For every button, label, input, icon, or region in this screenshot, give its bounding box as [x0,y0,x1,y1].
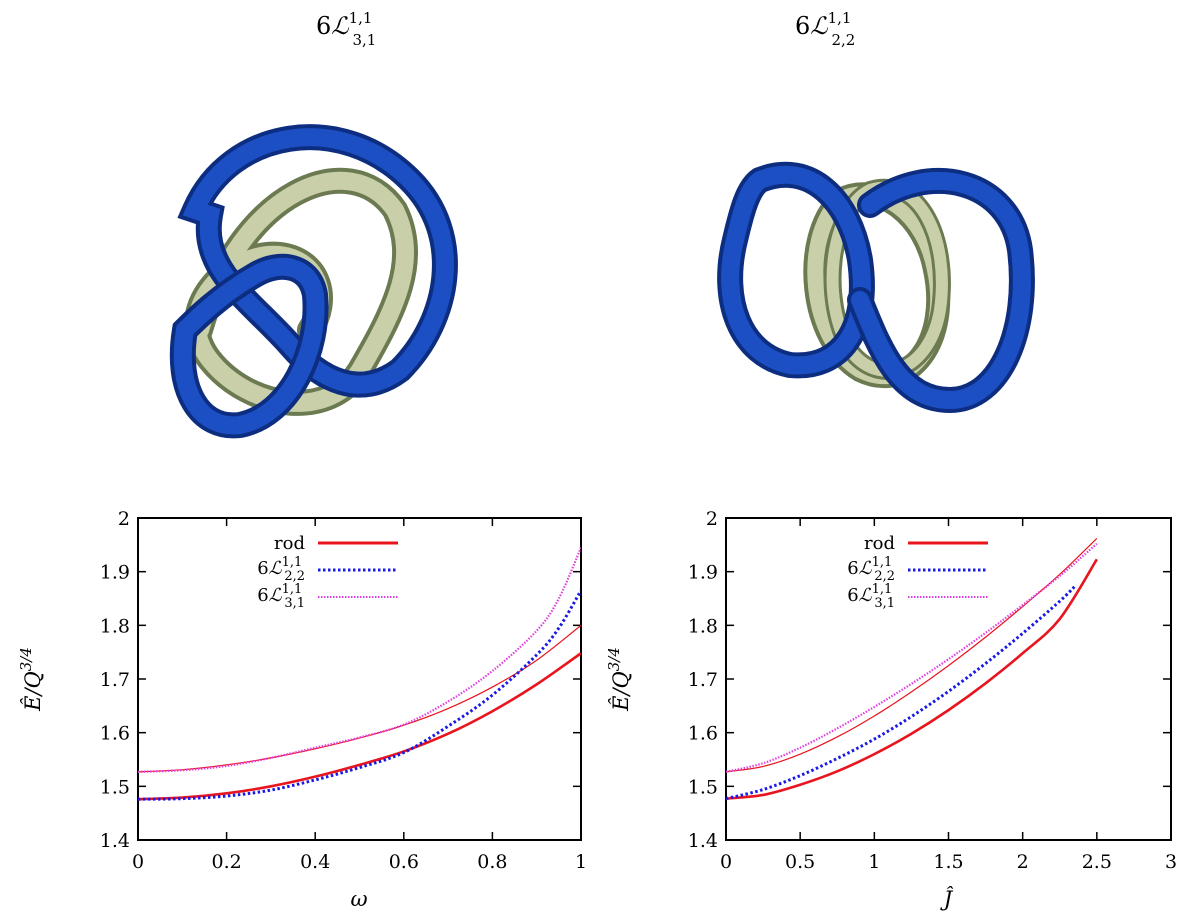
plot-right-frame [725,517,1172,841]
y-tick-label: 1.5 [688,776,718,798]
legend-right-l22-label: 6ℒ1,1 2,2 [847,555,895,584]
y-tick-label: 1.8 [688,615,718,637]
x-tick-label: 1 [868,851,880,873]
x-tick-label: 1 [575,851,587,873]
plot-left-ylabel: Ê/Q3/4 [17,647,45,712]
y-tick-label: 1.9 [688,562,718,584]
plot-right-xlabel: Ĵ [940,886,954,911]
plot-left-ticks: 0 0.2 0.4 0.6 0.8 1 1.4 1.5 1.6 1.7 1.8 1.9 2 [100,508,587,873]
y-tick-label: 1.5 [100,776,130,798]
x-tick-label: 0.4 [300,851,330,873]
plot-right-ylabel: Ê/Q3/4 [605,647,633,712]
plot-right-legend: rod 6ℒ1,1 2,2 6ℒ1,1 3,1 [847,533,988,611]
plot-left-frame [137,517,582,841]
series-line-rod-thin [726,537,1098,773]
legend-right-rod-label: rod [864,533,895,554]
x-tick-label: 0.2 [211,851,241,873]
plot-right: 0 0.5 1 1.5 2 2.5 3 1.4 1.5 1.6 1.7 1.8 1.9 2 Ĵ Ê/Q3/… [605,508,1177,911]
x-tick-label: 3 [1165,851,1177,873]
x-tick-label: 1.5 [933,851,963,873]
y-tick-label: 1.4 [100,830,130,852]
series-line-6L31-dotted [726,542,1098,773]
y-tick-label: 1.6 [100,723,130,745]
knot-image-right [717,161,1035,414]
y-tick-label: 1.7 [688,669,718,691]
y-tick-label: 1.8 [100,615,130,637]
y-tick-label: 2 [706,508,718,530]
legend-left-l31-label: 6ℒ1,1 3,1 [257,582,305,611]
x-tick-label: 0.5 [785,851,815,873]
x-tick-label: 2 [1017,851,1029,873]
series-line-6L22-dotted [138,589,581,801]
y-tick-label: 1.6 [688,723,718,745]
x-tick-label: 0.6 [389,851,419,873]
x-tick-label: 0.8 [477,851,507,873]
plot-right-ticks: 0 0.5 1 1.5 2 2.5 3 1.4 1.5 1.6 1.7 1.8 1.9 2 [688,508,1177,873]
plot-left-legend: rod 6ℒ1,1 2,2 6ℒ1,1 3,1 [257,533,398,611]
knot-title-right: 6ℒ1,1 2,2 [795,9,855,49]
plot-left-curves [138,547,581,801]
legend-right-l31-label: 6ℒ1,1 3,1 [847,582,895,611]
series-line-6L22-dotted [726,585,1076,801]
legend-left-rod-label: rod [274,533,305,554]
y-tick-label: 1.7 [100,669,130,691]
y-tick-label: 1.4 [688,830,718,852]
legend-left-l22-label: 6ℒ1,1 2,2 [257,555,305,584]
series-line-rod-thick [138,652,581,801]
x-tick-label: 0 [720,851,732,873]
plot-left: 0 0.2 0.4 0.6 0.8 1 1.4 1.5 1.6 1.7 1.8 1.9 2 ω Ê/Q3… [17,508,587,911]
x-tick-label: 2.5 [1082,851,1112,873]
series-line-rod-thick [726,558,1098,800]
x-tick-label: 0 [132,851,144,873]
plot-right-curves [726,537,1098,801]
y-tick-label: 1.9 [100,562,130,584]
y-tick-label: 2 [118,508,130,530]
plot-left-xlabel: ω [350,887,367,911]
knot-title-left: 6ℒ1,1 3,1 [316,9,376,49]
knot-image-left [169,124,458,439]
series-line-6L31-dotted [138,547,581,773]
